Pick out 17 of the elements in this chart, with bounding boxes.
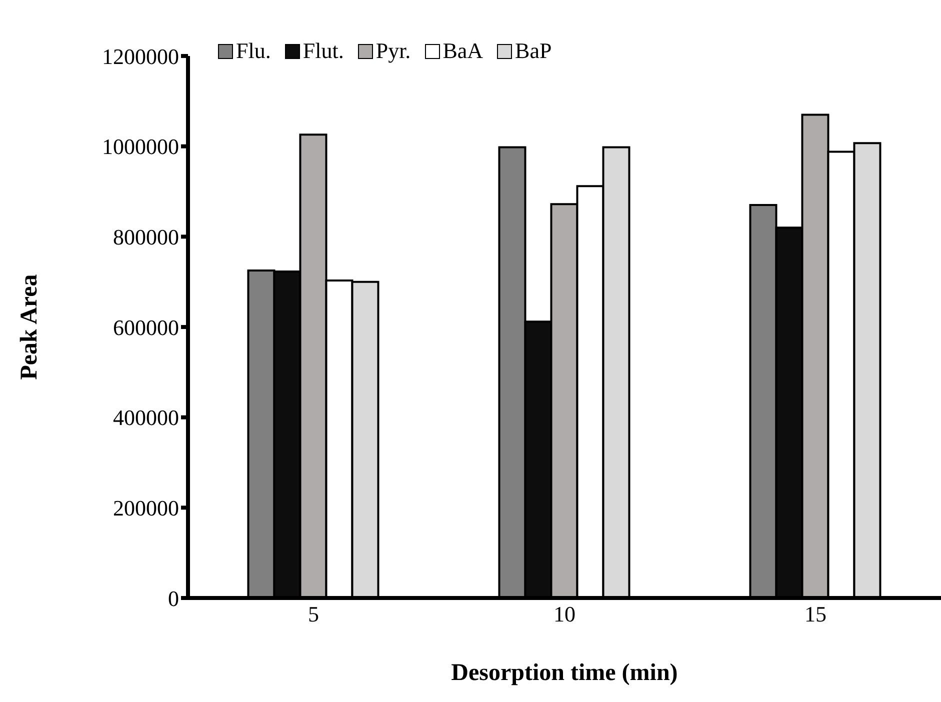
y-tick-label: 0	[168, 586, 179, 611]
y-tick-label: 800000	[113, 224, 179, 250]
x-tick-label: 15	[804, 602, 826, 627]
x-axis-title: Desorption time (min)	[451, 660, 678, 686]
legend-label: Flu.	[236, 38, 271, 64]
y-tick-label: 600000	[113, 314, 179, 340]
y-tick-label: 400000	[113, 405, 179, 430]
legend-label: Flut.	[302, 38, 344, 64]
y-tick-label: 1000000	[102, 134, 179, 160]
legend-label: BaP	[515, 38, 552, 64]
legend-label: BaA	[442, 38, 484, 64]
legend-label: Pyr.	[376, 38, 411, 64]
x-tick-label: 10	[554, 602, 576, 627]
y-tick-label: 1200000	[102, 44, 179, 69]
y-axis-title: Peak Area	[16, 274, 43, 380]
y-tick-label: 200000	[113, 495, 179, 520]
x-tick-label: 5	[308, 602, 319, 627]
